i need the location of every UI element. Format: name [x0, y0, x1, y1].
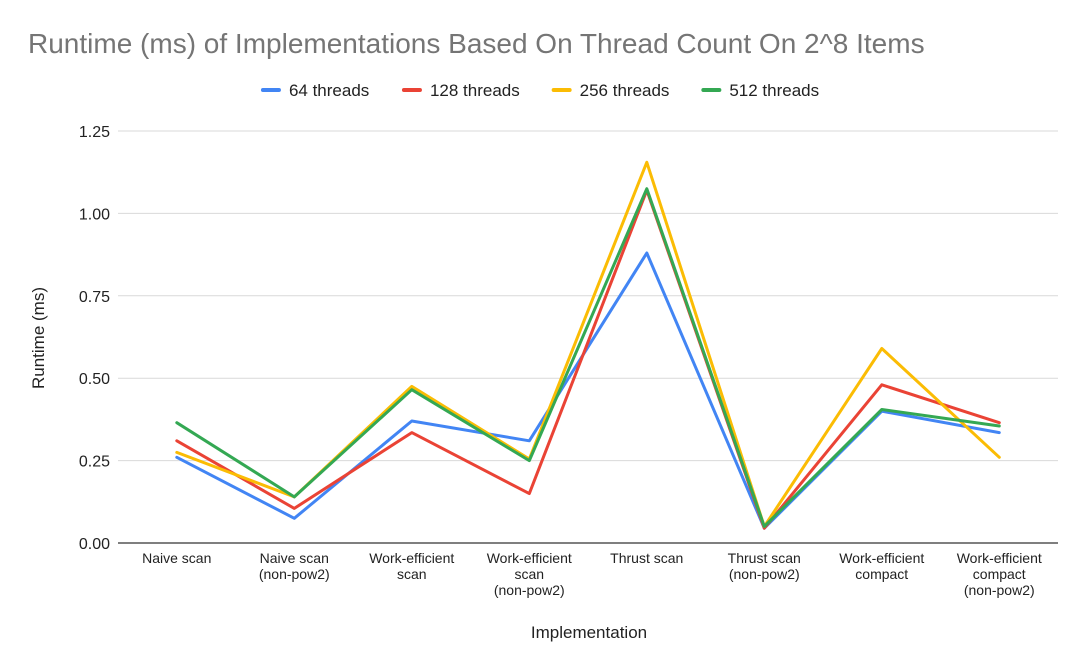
x-category-label: Naive scan: [142, 550, 211, 566]
x-category-label: Work-efficient scan (non-pow2): [487, 550, 572, 598]
x-category-label-line: Thrust scan: [728, 550, 801, 566]
legend-item: 512 threads: [701, 81, 819, 100]
x-category-label-line: scan: [397, 566, 427, 582]
x-category-label-line: Work-efficient: [839, 550, 924, 566]
legend-item: 128 threads: [401, 81, 520, 100]
y-tick-label: 1.00: [79, 206, 110, 223]
series-line-512-threads: [175, 187, 1001, 528]
y-tick-label: 0.25: [79, 454, 110, 471]
x-category-label-line: Thrust scan: [610, 550, 683, 566]
legend-label: 256 threads: [580, 81, 670, 100]
x-category-label-line: Naive scan: [142, 550, 211, 566]
x-category-label-line: Work-efficient: [487, 550, 572, 566]
x-category-label-line: scan: [514, 566, 544, 582]
gridlines: [118, 130, 1058, 544]
x-category-label-line: (non-pow2): [729, 566, 800, 582]
y-axis-ticks: 0.00 0.25 0.50 0.75 1.00 1.25: [79, 124, 110, 553]
legend-item: 256 threads: [551, 81, 670, 100]
x-category-label-line: (non-pow2): [494, 582, 565, 598]
x-category-label-line: (non-pow2): [964, 582, 1035, 598]
x-category-label-line: compact: [973, 566, 1026, 582]
legend-label: 64 threads: [289, 81, 369, 100]
legend: 64 threads 128 threads 256 threads 512 thre…: [260, 81, 819, 100]
x-category-label-line: (non-pow2): [259, 566, 330, 582]
x-category-label: Work-efficient scan: [369, 550, 454, 582]
y-tick-label: 0.75: [79, 289, 110, 306]
series-line-128-threads: [175, 188, 1001, 530]
x-category-label-line: Naive scan: [260, 550, 329, 566]
y-tick-label: 0.00: [79, 536, 110, 553]
x-axis-title: Implementation: [531, 623, 647, 642]
x-category-label: Thrust scan: [610, 550, 683, 566]
x-category-label-line: compact: [855, 566, 908, 582]
chart-title: Runtime (ms) of Implementations Based On…: [28, 28, 925, 59]
legend-label: 512 threads: [729, 81, 819, 100]
x-category-label: Thrust scan (non-pow2): [728, 550, 801, 582]
y-tick-label: 0.50: [79, 371, 110, 388]
series-lines: [175, 160, 1001, 530]
y-tick-label: 1.25: [79, 124, 110, 141]
x-category-label-line: Work-efficient: [369, 550, 454, 566]
y-axis-title: Runtime (ms): [29, 287, 48, 389]
x-axis-categories: Naive scan Naive scan (non-pow2)Work-effic…: [142, 550, 1042, 598]
x-category-label: Work-efficient compact: [839, 550, 924, 582]
x-category-label: Naive scan (non-pow2): [259, 550, 330, 582]
legend-item: 64 threads: [260, 81, 369, 100]
legend-label: 128 threads: [430, 81, 520, 100]
x-category-label-line: Work-efficient: [957, 550, 1042, 566]
x-category-label: Work-efficient compact (non-pow2): [957, 550, 1042, 598]
